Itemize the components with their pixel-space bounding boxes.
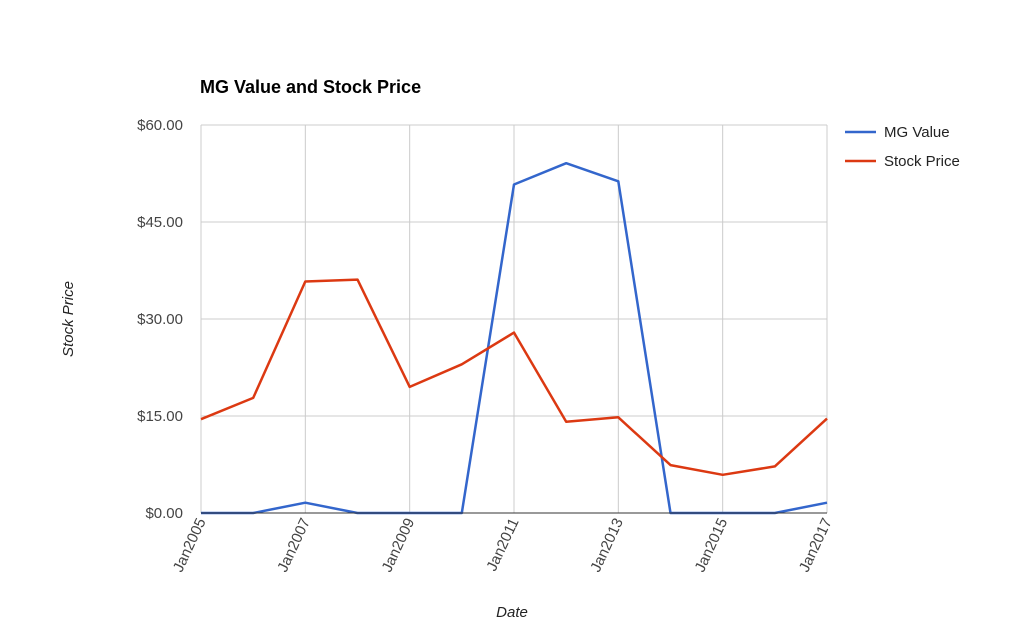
x-tick-label: Jan2007 (274, 516, 314, 575)
chart-title: MG Value and Stock Price (200, 77, 421, 97)
x-tick-label: Jan2005 (170, 516, 210, 575)
legend-label-mg-value: MG Value (884, 124, 950, 141)
y-tick-label: $60.00 (137, 117, 183, 134)
x-tick-label: Jan2011 (483, 516, 522, 574)
x-tick-label: Jan2009 (379, 516, 419, 575)
x-tick-labels: Jan2005 Jan2007 Jan2009 Jan2011 Jan2013 Jan20… (170, 516, 836, 575)
legend-item-mg-value: MG Value (845, 124, 950, 141)
series-line-stock-price (200, 278, 828, 477)
x-tick-label: Jan2013 (587, 516, 627, 575)
y-tick-label: $15.00 (137, 408, 183, 425)
x-tick-label: Jan2015 (692, 516, 732, 575)
legend-label-stock-price: Stock Price (884, 153, 960, 170)
y-tick-label: $45.00 (137, 214, 183, 231)
y-tick-label: $0.00 (145, 505, 183, 522)
y-tick-labels: $0.00 $15.00 $30.00 $45.00 $60.00 (137, 117, 183, 522)
x-tick-label: Jan2017 (796, 516, 836, 575)
legend: MG Value Stock Price (845, 124, 960, 170)
y-axis-label: Stock Price (60, 281, 77, 357)
x-axis-label: Date (496, 604, 528, 621)
gridlines (200, 124, 828, 514)
legend-item-stock-price: Stock Price (845, 153, 960, 170)
y-tick-label: $30.00 (137, 311, 183, 328)
